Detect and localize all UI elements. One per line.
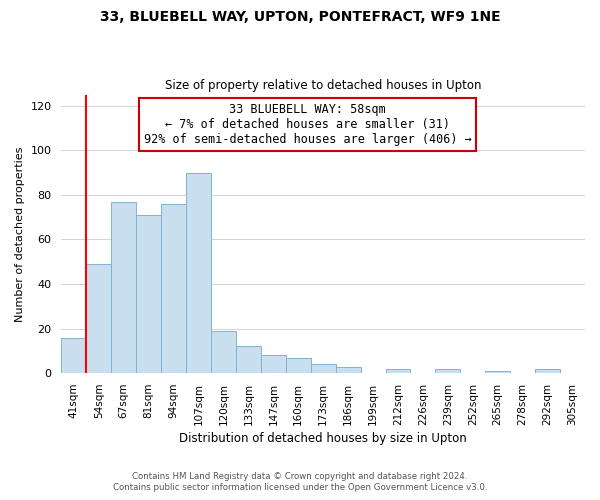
Bar <box>136 215 161 373</box>
Bar <box>86 264 111 373</box>
Bar <box>261 356 286 373</box>
Bar <box>311 364 335 373</box>
Text: 33, BLUEBELL WAY, UPTON, PONTEFRACT, WF9 1NE: 33, BLUEBELL WAY, UPTON, PONTEFRACT, WF9… <box>100 10 500 24</box>
Bar <box>111 202 136 373</box>
Bar <box>61 338 86 373</box>
Bar <box>236 346 261 373</box>
Bar <box>485 371 510 373</box>
Title: Size of property relative to detached houses in Upton: Size of property relative to detached ho… <box>165 79 481 92</box>
Text: 33 BLUEBELL WAY: 58sqm
← 7% of detached houses are smaller (31)
92% of semi-deta: 33 BLUEBELL WAY: 58sqm ← 7% of detached … <box>143 103 472 146</box>
Bar <box>335 366 361 373</box>
Bar <box>161 204 186 373</box>
Bar <box>535 368 560 373</box>
Bar <box>436 368 460 373</box>
Bar <box>211 331 236 373</box>
Bar <box>186 172 211 373</box>
X-axis label: Distribution of detached houses by size in Upton: Distribution of detached houses by size … <box>179 432 467 445</box>
Bar <box>386 368 410 373</box>
Y-axis label: Number of detached properties: Number of detached properties <box>15 146 25 322</box>
Text: Contains HM Land Registry data © Crown copyright and database right 2024.
Contai: Contains HM Land Registry data © Crown c… <box>113 472 487 492</box>
Bar <box>286 358 311 373</box>
